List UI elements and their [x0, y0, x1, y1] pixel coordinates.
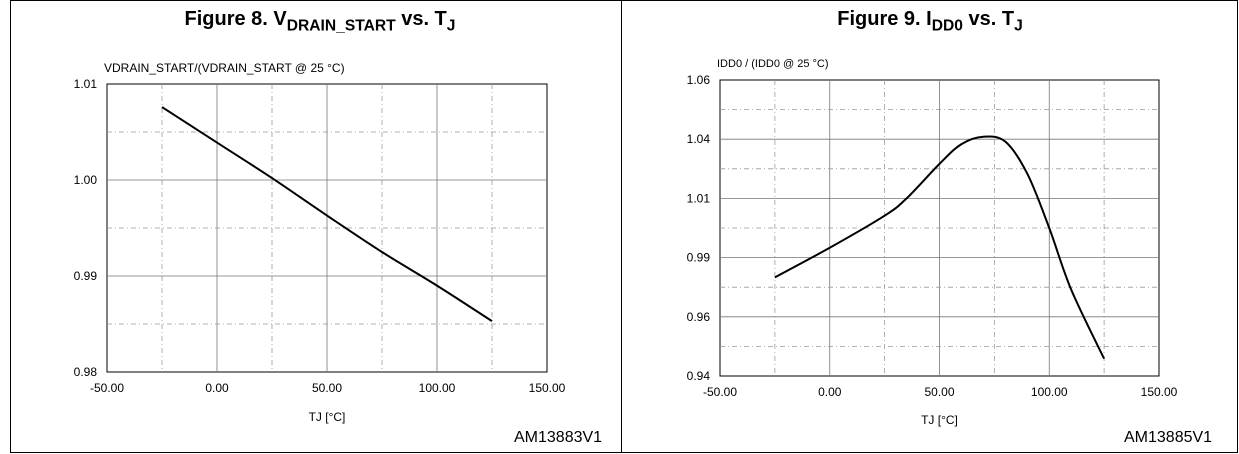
series-line: [161, 106, 493, 322]
x-tick-label: 50.00: [312, 381, 342, 395]
x-tick-label: 100.00: [419, 381, 456, 395]
y-tick-label: 0.98: [74, 365, 98, 379]
y-tick-label: 1.04: [687, 132, 711, 146]
y-axis-label: VDRAIN_START/(VDRAIN_START @ 25 °C): [104, 61, 345, 75]
x-tick-label: 150.00: [529, 381, 566, 395]
x-tick-label: -50.00: [90, 381, 124, 395]
y-tick-label: 1.00: [74, 173, 98, 187]
x-tick-label: 150.00: [1141, 385, 1178, 399]
figure-8-reference: AM13883V1: [514, 429, 603, 446]
figure-9-reference: AM13885V1: [1124, 429, 1213, 446]
x-axis-label: TJ [°C]: [921, 413, 958, 427]
y-tick-label: 1.01: [687, 191, 711, 205]
figure-9-title: Figure 9. IDD0 vs. TJ: [837, 8, 1023, 35]
y-tick-label: 0.99: [687, 251, 711, 265]
y-tick-label: 0.99: [74, 269, 98, 283]
x-axis-label: TJ [°C]: [309, 410, 346, 424]
y-tick-label: 1.01: [74, 77, 98, 91]
y-axis-label: IDD0 / (IDD0 @ 25 °C): [717, 58, 829, 70]
y-tick-label: 0.94: [687, 369, 711, 383]
x-tick-label: 100.00: [1031, 385, 1068, 399]
figure-divider: [621, 0, 622, 453]
x-tick-label: 0.00: [818, 385, 842, 399]
x-tick-label: 50.00: [924, 385, 954, 399]
x-tick-label: -50.00: [703, 385, 737, 399]
series-line: [774, 135, 1106, 360]
y-tick-label: 0.96: [687, 310, 711, 324]
figure-frame: [10, 0, 1238, 453]
x-tick-label: 0.00: [205, 381, 229, 395]
figure-8-title: Figure 8. VDRAIN_START vs. TJ: [184, 8, 456, 35]
y-tick-label: 1.06: [687, 73, 711, 87]
